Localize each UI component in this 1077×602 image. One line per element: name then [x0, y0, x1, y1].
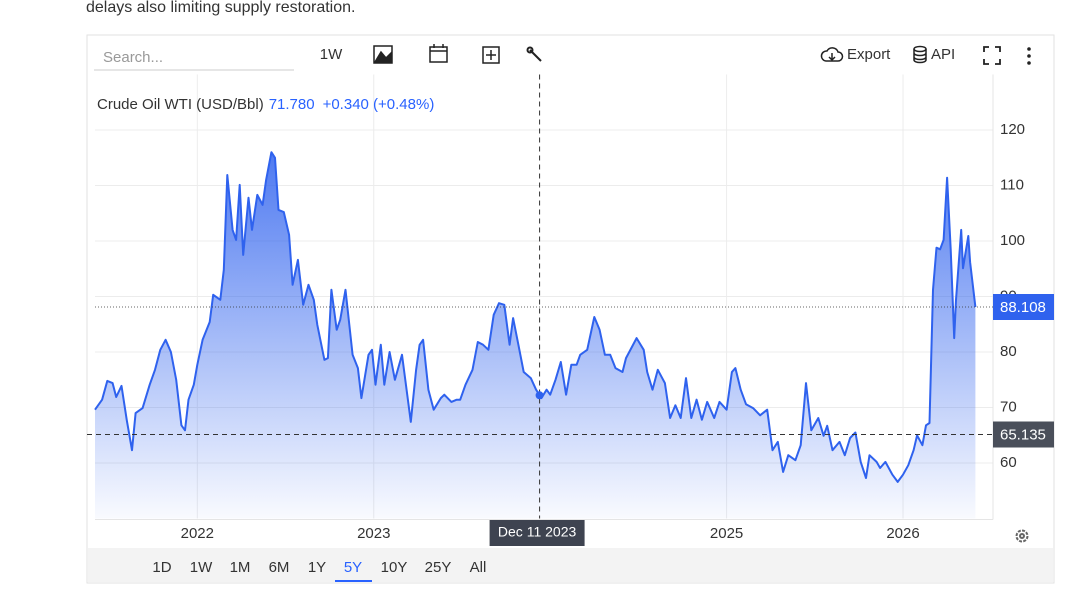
x-tick-label: 2023 — [357, 525, 390, 542]
x-tick-label: 2025 — [710, 525, 743, 542]
y-tick-label: 110 — [1000, 176, 1024, 193]
crosshair-x-label: Dec 11 2023 — [498, 524, 577, 540]
intro-text: delays also limiting supply restoration. — [86, 0, 355, 16]
crosshair-y-label: 65.135 — [1000, 426, 1046, 443]
settings-icon[interactable] — [1015, 529, 1029, 543]
y-tick-label: 70 — [1000, 398, 1017, 415]
api-button[interactable]: API — [931, 46, 955, 63]
interval-button[interactable]: 1W — [320, 46, 343, 63]
price-change: +0.340 (+0.48%) — [323, 96, 435, 113]
chart-type-icon[interactable] — [373, 45, 393, 64]
range-button[interactable]: 1M — [230, 559, 251, 576]
crosshair-x-badge — [489, 520, 585, 546]
range-button[interactable]: 5Y — [344, 559, 362, 576]
range-button[interactable]: All — [470, 559, 487, 576]
range-button[interactable]: 6M — [269, 559, 290, 576]
y-tick-label: 120 — [1000, 121, 1025, 138]
range-button[interactable]: 1W — [190, 559, 213, 576]
last-price: 71.780 — [269, 96, 315, 113]
last-price-badge — [993, 294, 1054, 321]
range-active-underline — [335, 580, 372, 582]
legend: Crude Oil WTI (USD/Bbl) 71.780 +0.340 (+0.… — [97, 96, 434, 113]
more-icon[interactable] — [1027, 47, 1031, 65]
range-button[interactable]: 25Y — [425, 559, 452, 576]
y-tick-label: 80 — [1000, 343, 1017, 360]
instrument-name: Crude Oil WTI (USD/Bbl) — [97, 96, 264, 113]
search-placeholder[interactable]: Search... — [103, 49, 163, 66]
range-button[interactable]: 1D — [152, 559, 171, 576]
x-tick-label: 2026 — [886, 525, 919, 542]
price-area — [95, 152, 976, 519]
tools-icon[interactable] — [526, 46, 542, 62]
crosshair-y-badge — [993, 421, 1054, 448]
export-icon[interactable] — [820, 47, 844, 62]
y-tick-label: 100 — [1000, 232, 1025, 249]
range-bar — [88, 548, 1053, 582]
range-button[interactable]: 1Y — [308, 559, 326, 576]
range-button[interactable]: 10Y — [381, 559, 408, 576]
y-tick-label: 60 — [1000, 454, 1017, 471]
x-tick-label: 2022 — [181, 525, 214, 542]
last-price-label: 88.108 — [1000, 299, 1046, 316]
api-icon[interactable] — [913, 45, 927, 64]
calendar-icon[interactable] — [429, 44, 448, 63]
export-button[interactable]: Export — [847, 46, 891, 63]
fullscreen-icon[interactable] — [983, 46, 1001, 65]
add-indicator-icon[interactable] — [482, 46, 500, 64]
price-line — [94, 151, 977, 483]
crosshair-dot — [535, 391, 544, 400]
